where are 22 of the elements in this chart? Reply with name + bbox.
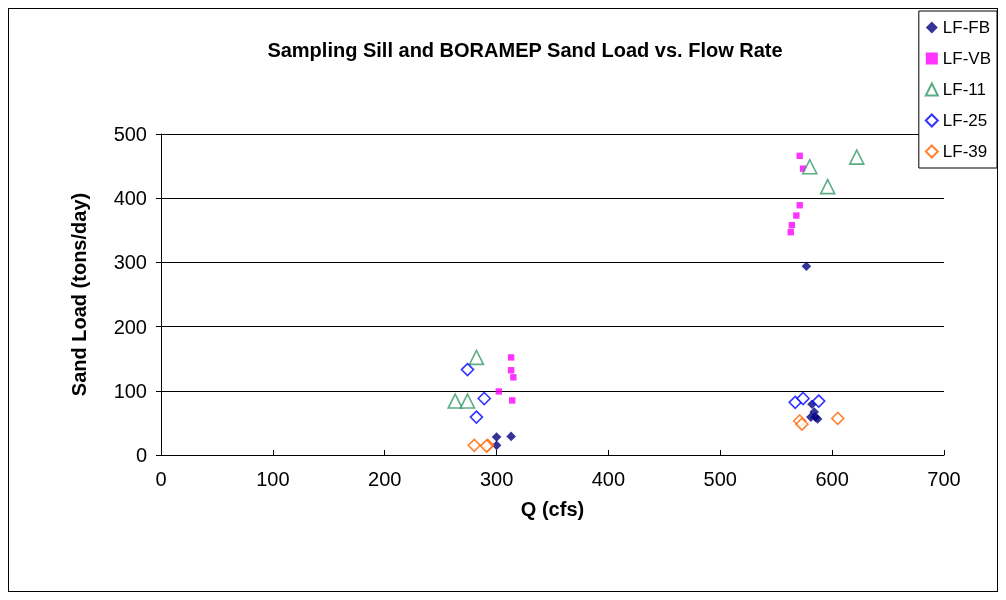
y-axis-title: Sand Load (tons/day) [68,192,90,397]
x-tick-label: 100 [256,468,290,490]
legend-label: LF-VB [942,49,992,68]
x-tick-label: 500 [703,468,737,490]
x-tick-label: 0 [155,468,167,490]
legend-label: LF-FB [942,18,991,37]
x-tick-label: 700 [927,468,961,490]
x-tick-label: 300 [479,468,514,490]
y-tick-label: 0 [135,444,147,466]
y-tick-label: 200 [113,315,147,338]
legend-label: LF-39 [942,142,988,161]
y-tick-label: 400 [113,187,147,210]
x-tick-label: 200 [368,468,402,490]
y-tick-label: 100 [113,379,147,402]
y-tick-label: 500 [113,123,147,145]
x-axis-title: Q (cfs) [520,498,585,520]
legend-label: LF-25 [942,111,988,130]
legend-label: LF-11 [942,80,986,99]
y-tick-label: 300 [113,251,147,274]
x-tick-label: 600 [815,468,849,490]
chart-title: Sampling Sill and BORAMEP Sand Load vs. Flow Rate [267,39,783,61]
x-tick-label: 400 [591,468,626,490]
